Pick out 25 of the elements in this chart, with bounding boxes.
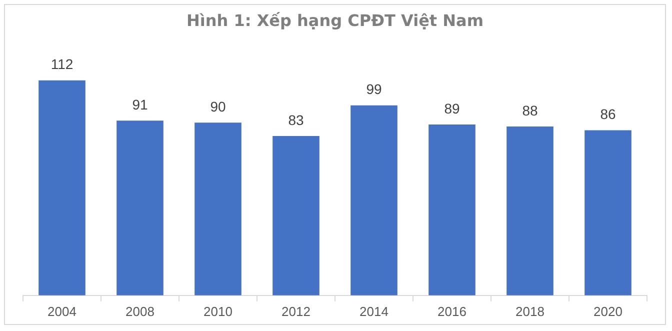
bar <box>116 120 164 296</box>
x-tick-label: 2020 <box>594 304 622 319</box>
bar <box>584 130 632 296</box>
data-label: 90 <box>210 98 226 114</box>
data-label: 112 <box>50 56 74 72</box>
x-tick-label: 2018 <box>516 304 544 319</box>
x-tick-label: 2004 <box>48 304 76 319</box>
data-label: 91 <box>132 96 148 113</box>
bar <box>194 122 242 296</box>
data-label: 83 <box>288 112 304 128</box>
x-tick-label: 2016 <box>438 304 466 319</box>
bar <box>428 124 476 296</box>
bar <box>350 105 398 296</box>
x-tick-label: 2014 <box>360 304 388 319</box>
bar <box>38 80 86 296</box>
data-label: 89 <box>444 100 460 116</box>
chart-title: Hình 1: Xếp hạng CPĐT Việt Nam <box>185 11 484 30</box>
data-label: 88 <box>522 102 538 118</box>
bar <box>506 126 554 296</box>
data-label: 99 <box>366 81 382 98</box>
data-label: 86 <box>600 106 616 122</box>
x-tick-label: 2010 <box>204 304 232 319</box>
x-tick-label: 2012 <box>282 304 310 319</box>
bar <box>272 136 320 296</box>
x-tick-label: 2008 <box>126 304 154 319</box>
